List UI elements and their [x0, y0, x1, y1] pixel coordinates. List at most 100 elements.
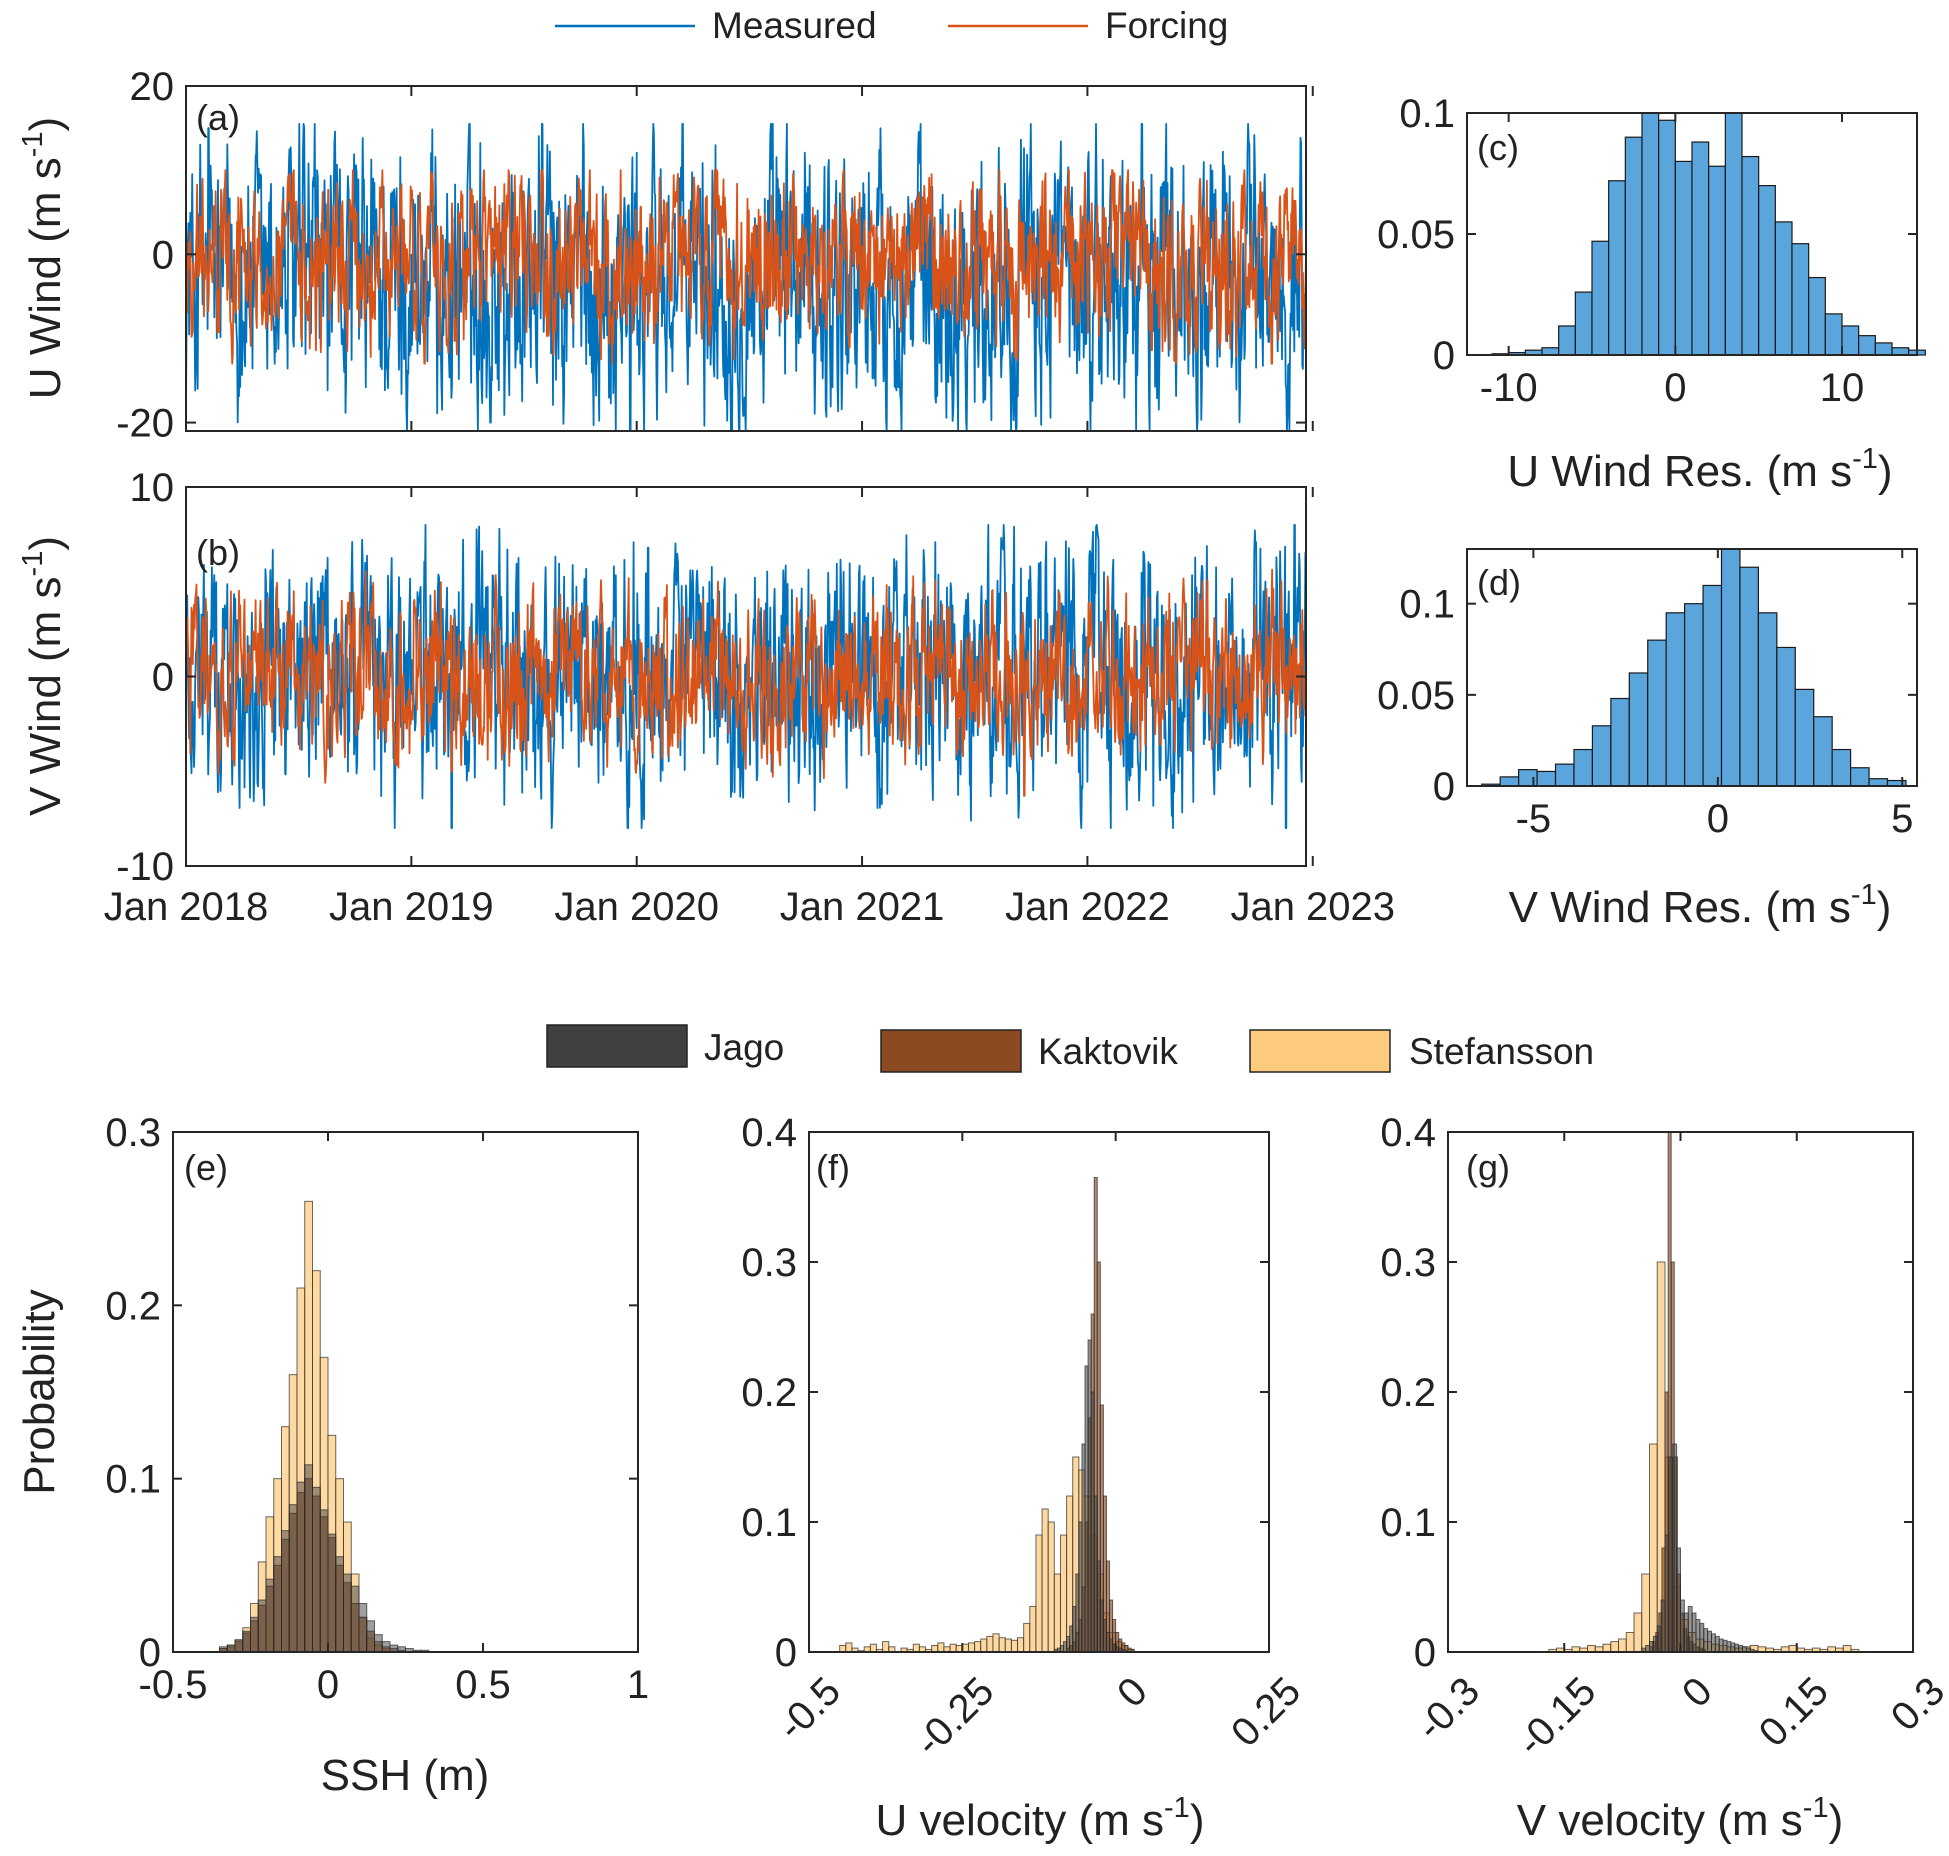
histogram-bar-stefansson — [998, 1637, 1006, 1653]
histogram-bar-jago — [1687, 1606, 1693, 1653]
panel-f-label: (f) — [816, 1147, 850, 1188]
histogram-bar-jago — [1691, 1612, 1697, 1653]
panel-f-u-velocity-histogram: 0 0.1 0.2 0.3 0.4 -0.5 -0.25 0 0.25 (f) U veloci… — [741, 1111, 1309, 1845]
legend-measured-label: Measured — [712, 5, 877, 46]
histogram-bar-jago — [1703, 1628, 1709, 1653]
ytick-label: 0.05 — [1377, 674, 1455, 718]
histogram-bar-jago — [1656, 1625, 1662, 1653]
ytick-label: 0.1 — [1380, 1501, 1436, 1545]
xtick-label: -0.15 — [1509, 1669, 1605, 1765]
xtick-label: 0.15 — [1751, 1669, 1837, 1755]
xtick-label: Jan 2020 — [554, 885, 719, 929]
xtick-label: 1 — [627, 1663, 649, 1707]
histogram-bar — [1774, 221, 1793, 356]
histogram-bar-jago — [350, 1585, 360, 1653]
panel-b-label: (b) — [196, 532, 240, 573]
panel-g-xlabel: V velocity (m s-1) — [1517, 1792, 1844, 1845]
histogram-bar-stefansson — [1023, 1622, 1031, 1653]
ytick-label: 0 — [1433, 334, 1455, 378]
histogram-bar-jago — [304, 1464, 313, 1653]
ytick-label: 0 — [152, 233, 174, 277]
xtick-label: 0 — [1664, 366, 1686, 410]
xtick-label: Jan 2018 — [104, 885, 269, 929]
histogram-bar-stefansson — [882, 1641, 890, 1653]
histogram-bar-jago — [1718, 1638, 1724, 1653]
panel-a-u-wind-timeseries: -20 0 20 (a) U Wind (m s-1) — [17, 65, 1314, 446]
histogram-bar — [1850, 767, 1870, 787]
histogram-bar-stefansson — [1041, 1508, 1049, 1653]
panel-d-v-wind-residual-histogram: 0 0.05 0.1 -5 0 5 (d) V Wind Res. (m s-1) — [1377, 548, 1918, 932]
xtick-label: -5 — [1516, 797, 1552, 841]
legend-forcing-label: Forcing — [1105, 5, 1228, 46]
legend-stefansson-label: Stefansson — [1409, 1031, 1594, 1072]
histogram-bar-stefansson — [845, 1642, 853, 1653]
legend-bottom: Jago Kaktovik Stefansson — [546, 1024, 1594, 1073]
histogram-bar-jago — [1730, 1642, 1736, 1653]
histogram-bar — [1758, 185, 1776, 356]
xtick-label: Jan 2023 — [1230, 885, 1395, 929]
histogram-bar-jago — [1722, 1639, 1728, 1653]
histogram-bar — [1628, 672, 1649, 787]
panel-c-u-wind-residual-histogram: 0 0.05 0.1 -10 0 10 (c) U Wind Res. (m s-1) — [1377, 92, 1926, 496]
histogram-bar — [1724, 112, 1743, 356]
panel-e-xlabel: SSH (m) — [321, 1751, 490, 1800]
legend-kaktovik-label: Kaktovik — [1038, 1031, 1178, 1072]
histogram-bar-jago — [312, 1486, 321, 1653]
histogram-bar — [1708, 165, 1726, 356]
legend-jago-label: Jago — [704, 1027, 784, 1068]
histogram-bar-stefansson — [992, 1633, 1000, 1653]
xtick-label: 0 — [317, 1663, 339, 1707]
ytick-label: 0.05 — [1377, 213, 1455, 257]
histogram-bar-jago — [1734, 1643, 1740, 1653]
histogram-bar-stefansson — [1649, 1443, 1658, 1653]
histogram-bar — [1741, 155, 1760, 356]
xtick-label: 0 — [1707, 797, 1729, 841]
histogram-bar-stefansson — [980, 1638, 988, 1653]
xtick-label: -0.5 — [139, 1663, 208, 1707]
panel-c-xlabel: U Wind Res. (m s-1) — [1507, 443, 1892, 496]
histogram-bar — [1874, 342, 1893, 356]
series-line-measured — [185, 524, 1307, 829]
histogram-bar-jago — [1711, 1633, 1716, 1653]
histogram-bar-jago — [343, 1573, 352, 1653]
histogram-bar-jago — [288, 1504, 298, 1653]
histogram-bar-jago — [1668, 1456, 1674, 1653]
ytick-label: 0.2 — [105, 1284, 161, 1328]
ytick-label: 0 — [1414, 1631, 1436, 1675]
histogram-bar — [1868, 778, 1889, 787]
histogram-bar-stefansson — [986, 1635, 994, 1653]
histogram-bar — [1691, 141, 1710, 356]
legend-jago-swatch — [546, 1024, 688, 1068]
histogram-bar — [1558, 325, 1576, 356]
histogram-bar — [1658, 119, 1676, 356]
histogram-bar — [1674, 160, 1693, 356]
xtick-label: -0.3 — [1408, 1669, 1488, 1749]
histogram-bar-jago — [242, 1630, 251, 1653]
ytick-label: 0.1 — [1399, 92, 1455, 136]
histogram-bar — [1499, 776, 1520, 787]
histogram-bar-jago — [335, 1556, 344, 1653]
histogram-bar-jago — [234, 1639, 244, 1653]
histogram-bar-jago — [1660, 1599, 1666, 1653]
histogram-bar-jago — [250, 1616, 259, 1653]
histogram-bar-stefansson — [937, 1642, 945, 1653]
histogram-bar-jago — [1714, 1635, 1720, 1653]
histogram-bar — [1536, 770, 1557, 787]
histogram-bar-jago — [265, 1578, 275, 1653]
histogram-bar-stefansson — [1625, 1632, 1635, 1653]
histogram-bar-stefansson — [1029, 1606, 1037, 1653]
series-line-forcing — [185, 568, 1307, 797]
ytick-label: 0.2 — [741, 1371, 797, 1415]
histogram-bar-jago — [1695, 1619, 1701, 1653]
histogram-bar-jago — [358, 1602, 368, 1653]
legend-top: Measured Forcing — [555, 5, 1228, 46]
histogram-bar-stefansson — [1059, 1534, 1068, 1653]
histogram-bar-jago — [1683, 1612, 1689, 1653]
histogram-bar-stefansson — [974, 1641, 982, 1653]
histogram-bar-jago — [1649, 1641, 1654, 1653]
histogram-bar — [1791, 243, 1810, 356]
panel-e-ylabel: Probability — [15, 1289, 64, 1494]
panel-d-xlabel: V Wind Res. (m s-1) — [1509, 879, 1892, 932]
histogram-bar-stefansson — [869, 1643, 877, 1653]
